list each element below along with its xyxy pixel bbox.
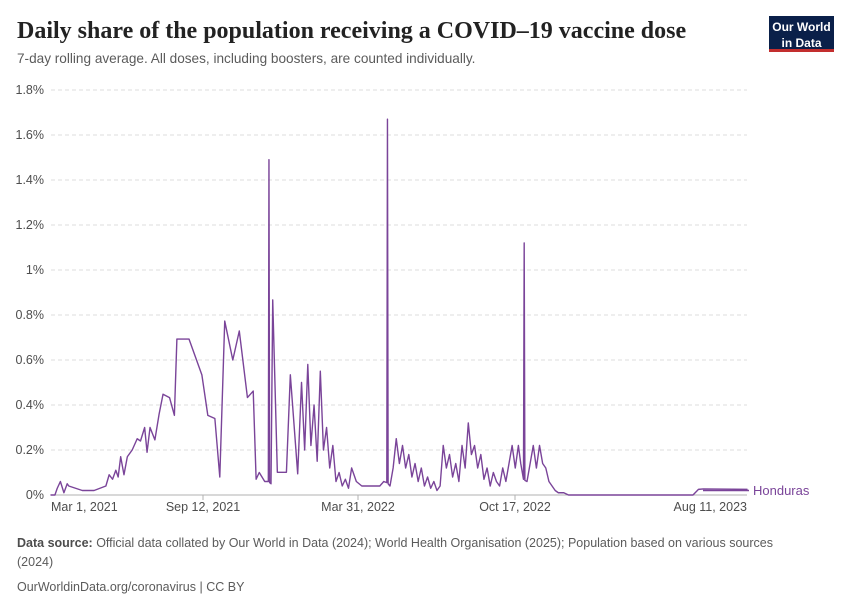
- svg-text:0%: 0%: [26, 488, 44, 502]
- svg-text:1.2%: 1.2%: [16, 218, 45, 232]
- svg-text:0.4%: 0.4%: [16, 398, 45, 412]
- svg-text:0.8%: 0.8%: [16, 308, 45, 322]
- svg-text:0.6%: 0.6%: [16, 353, 45, 367]
- svg-text:1.4%: 1.4%: [16, 173, 45, 187]
- svg-text:Mar 31, 2022: Mar 31, 2022: [321, 500, 395, 514]
- svg-text:0.2%: 0.2%: [16, 443, 45, 457]
- svg-text:Aug 11, 2023: Aug 11, 2023: [674, 500, 747, 514]
- svg-text:Mar 1, 2021: Mar 1, 2021: [51, 500, 118, 514]
- svg-text:Honduras: Honduras: [753, 483, 810, 498]
- svg-text:1.8%: 1.8%: [16, 83, 45, 97]
- svg-text:1%: 1%: [26, 263, 44, 277]
- svg-text:Sep 12, 2021: Sep 12, 2021: [166, 500, 240, 514]
- svg-text:1.6%: 1.6%: [16, 128, 45, 142]
- svg-text:Oct 17, 2022: Oct 17, 2022: [479, 500, 551, 514]
